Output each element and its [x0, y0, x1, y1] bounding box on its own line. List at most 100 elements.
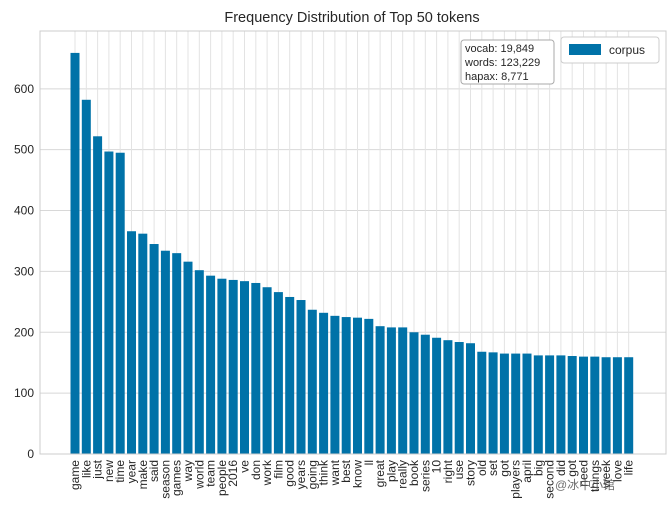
bar-great	[375, 326, 385, 454]
bar-use	[454, 342, 464, 454]
x-tick-label: way	[181, 460, 195, 482]
x-tick-label: time	[113, 460, 127, 483]
x-tick-label: said	[147, 460, 161, 482]
stats-box: vocab: 19,849 words: 123,229 hapax: 8,77…	[460, 39, 555, 85]
legend-label-corpus: corpus	[609, 43, 645, 57]
bar-good	[285, 296, 295, 454]
x-tick-label: love	[610, 460, 624, 482]
bar-games	[172, 253, 182, 454]
x-tick-label: years	[294, 460, 308, 489]
y-tick-label: 300	[14, 264, 34, 278]
bar-2016	[228, 279, 238, 454]
x-tick-label: good	[283, 460, 297, 487]
x-tick-label: series	[418, 460, 432, 492]
x-tick-label: right	[441, 459, 455, 483]
bar-ll	[364, 318, 374, 454]
x-tick-labels: gamelikejustnewtimeyearmakesaidseasongam…	[68, 459, 636, 499]
x-tick-label: big	[531, 460, 545, 476]
bar-things	[590, 356, 600, 454]
bar-did	[556, 355, 566, 454]
x-tick-label: life	[622, 460, 636, 476]
bar-got	[499, 353, 509, 454]
y-tick-label: 100	[14, 386, 34, 400]
x-tick-label: new	[102, 460, 116, 482]
y-tick-label: 500	[14, 143, 34, 157]
x-tick-label: world	[192, 460, 206, 490]
chart-title: Frequency Distribution of Top 50 tokens	[224, 10, 479, 26]
x-tick-label: ve	[238, 460, 252, 473]
bar-set	[488, 352, 498, 454]
legend-frame	[560, 36, 660, 64]
x-tick-label: week	[599, 459, 613, 489]
stats-hapax: hapax: 8,771	[465, 71, 529, 83]
bar-game	[70, 52, 80, 454]
bar-old	[477, 351, 487, 454]
bar-big	[533, 355, 543, 454]
bars	[70, 52, 634, 455]
x-tick-label: year	[125, 460, 139, 483]
x-tick-label: just	[91, 459, 105, 479]
bar-years	[296, 300, 306, 454]
bar-really	[398, 327, 408, 454]
x-tick-label: like	[79, 460, 93, 478]
x-tick-label: use	[452, 460, 466, 480]
x-tick-label: work	[260, 459, 274, 486]
bar-life	[624, 357, 634, 454]
x-tick-label: play	[384, 460, 398, 482]
x-tick-label: film	[271, 460, 285, 479]
x-tick-label: set	[486, 459, 500, 476]
y-tick-labels: 0 100 200 300 400 500 600	[14, 82, 34, 461]
stats-vocab: vocab: 19,849	[465, 43, 534, 55]
x-tick-label: going	[305, 460, 319, 489]
bar-time	[115, 152, 125, 455]
y-tick-label: 400	[14, 204, 34, 218]
x-tick-label: games	[170, 460, 184, 496]
bar-make	[138, 233, 148, 454]
bar-new	[104, 151, 114, 454]
stats-words: words: 123,229	[464, 57, 540, 69]
x-tick-label: people	[215, 460, 229, 496]
x-tick-label: best	[339, 459, 353, 482]
x-tick-label: make	[136, 460, 150, 490]
bar-don	[251, 282, 261, 454]
bar-said	[149, 244, 159, 454]
bar-10	[432, 337, 442, 454]
x-tick-label: book	[407, 459, 421, 486]
y-tick-label: 0	[27, 447, 34, 461]
x-tick-label: team	[204, 460, 218, 487]
bar-best	[341, 317, 351, 454]
bar-way	[183, 261, 193, 454]
x-tick-label: got	[497, 459, 511, 476]
bar-second	[545, 355, 555, 454]
x-tick-label: story	[464, 460, 478, 486]
legend: corpus	[560, 36, 660, 64]
bar-work	[262, 287, 272, 454]
bar-book	[409, 332, 419, 454]
bar-season	[160, 250, 170, 454]
x-tick-label: want	[328, 459, 342, 486]
bar-people	[217, 278, 227, 454]
bar-love	[612, 357, 622, 454]
x-tick-label: players	[509, 460, 523, 499]
bar-just	[93, 136, 103, 455]
x-tick-label: don	[249, 460, 263, 480]
x-tick-label: got	[565, 459, 579, 476]
x-tick-label: things	[588, 460, 602, 492]
bar-know	[353, 317, 362, 454]
x-tick-label: ll	[362, 460, 376, 465]
bar-film	[273, 292, 283, 454]
bar-want	[330, 315, 340, 454]
bar-world	[194, 270, 204, 454]
bar-going	[307, 309, 317, 454]
x-tick-label: great	[373, 459, 387, 487]
bar-got	[567, 356, 577, 454]
x-tick-label: need	[577, 460, 591, 487]
x-tick-label: know	[351, 460, 365, 488]
x-tick-label: second	[543, 460, 557, 499]
bar-think	[319, 312, 329, 454]
bar-need	[579, 356, 588, 454]
bar-play	[386, 327, 396, 454]
bar-series	[420, 334, 430, 454]
x-tick-label: season	[158, 460, 172, 499]
